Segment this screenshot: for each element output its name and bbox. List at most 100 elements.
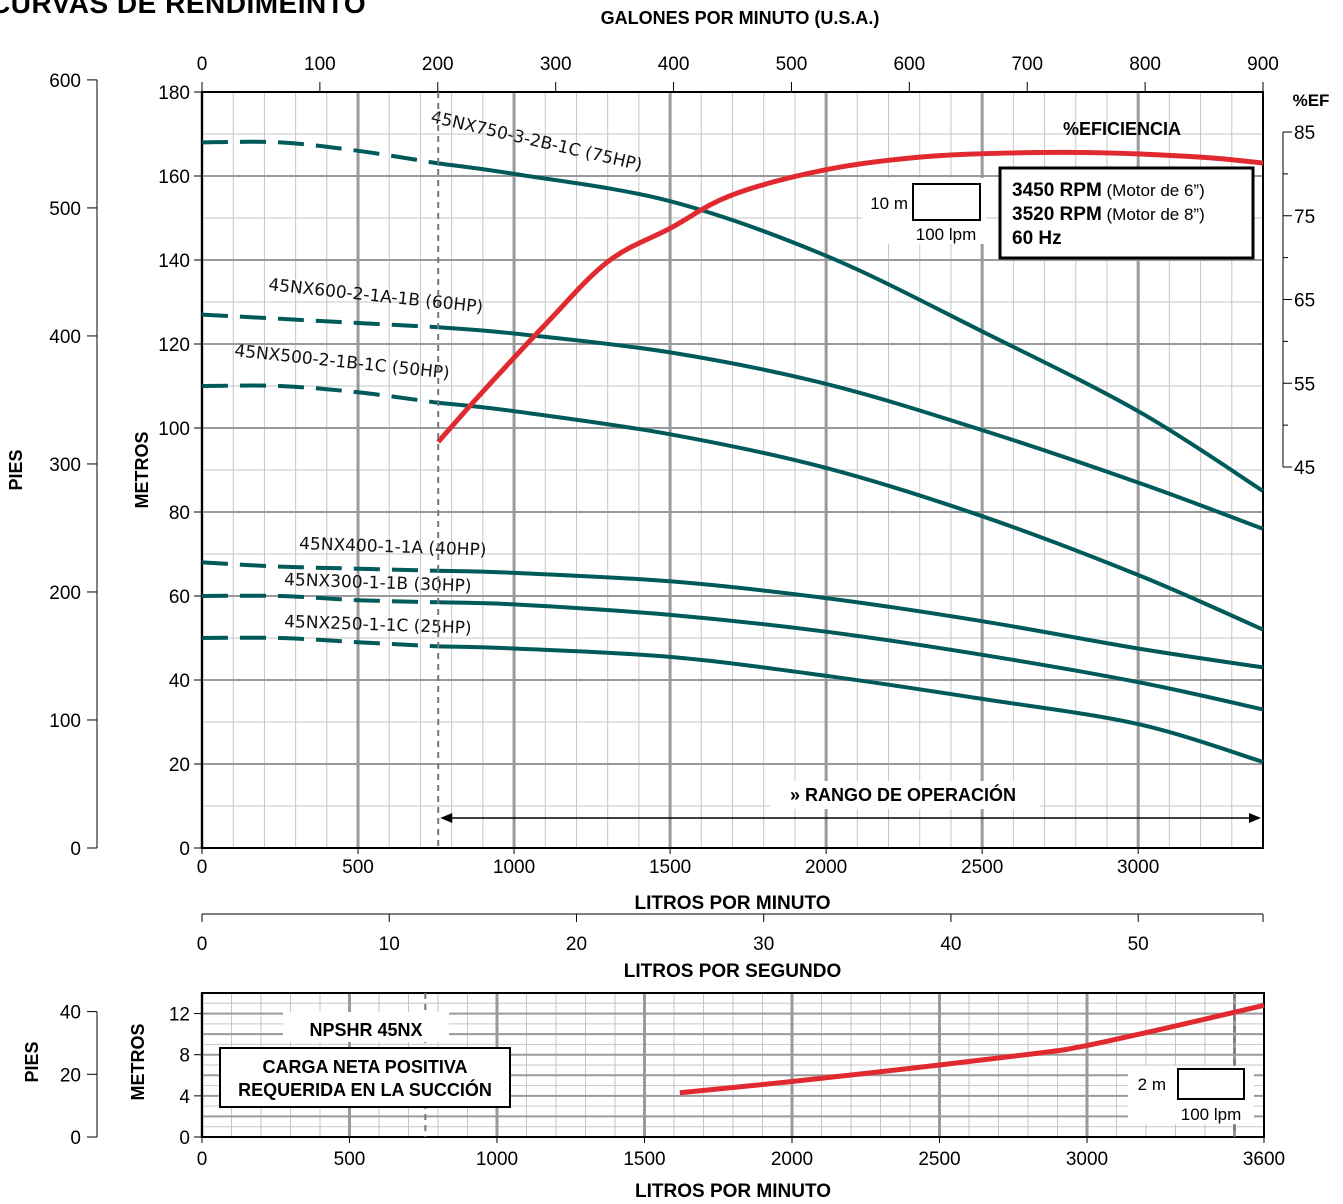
y-tick-label: 60 <box>169 587 190 608</box>
x-tick-label: 2000 <box>771 1149 813 1170</box>
x-tick-label: 0 <box>197 1149 208 1170</box>
eff-tick-label: 45 <box>1294 458 1315 479</box>
feet-axis-label: PIES <box>6 449 26 490</box>
y-axis-label: METROS <box>132 431 152 508</box>
feet-tick-label: 200 <box>49 583 81 604</box>
x-tick-label: 2500 <box>961 857 1003 878</box>
y-tick-label: 8 <box>179 1046 190 1067</box>
x-tick-label: 3600 <box>1243 1149 1285 1170</box>
feet-tick-label: 100 <box>49 711 81 732</box>
feet-tick-label: 500 <box>49 199 81 220</box>
scale-box-width-label: 100 lpm <box>1181 1105 1241 1124</box>
feet-tick-label: 300 <box>49 455 81 476</box>
operating-range-label: » RANGO DE OPERACIÓN <box>790 784 1016 805</box>
feet-tick-label: 600 <box>49 71 81 92</box>
pump-curve-dashed <box>201 383 439 405</box>
main-annotations: » RANGO DE OPERACIÓN 10 m 100 lpm 3450 RPM … <box>437 92 1261 848</box>
lps-tick-label: 20 <box>566 934 587 955</box>
x-tick-label: 3000 <box>1066 1149 1108 1170</box>
y-tick-label: 120 <box>158 335 190 356</box>
spec-line: 3520 RPM (Motor de 8”) <box>1012 204 1205 225</box>
top-tick-label: 0 <box>197 54 208 75</box>
x-tick-label: 2500 <box>918 1149 960 1170</box>
x-tick-label: 500 <box>334 1149 366 1170</box>
x-axis-label: LITROS POR MINUTO <box>635 893 831 914</box>
eff-tick-label: 65 <box>1294 291 1315 312</box>
top-axis-label: GALONES POR MINUTO (U.S.A.) <box>601 8 880 28</box>
spec-line: 60 Hz <box>1012 228 1062 249</box>
eff-axis-label: %EF <box>1293 91 1330 110</box>
x-tick-label: 2000 <box>805 857 847 878</box>
lps-tick-label: 30 <box>753 934 774 955</box>
top-tick-label: 200 <box>422 54 454 75</box>
scale-box <box>1177 1068 1245 1100</box>
x-tick-label: 1000 <box>476 1149 518 1170</box>
x-tick-label: 500 <box>342 857 374 878</box>
scale-box-height-label: 2 m <box>1138 1075 1166 1094</box>
feet-tick-label: 40 <box>60 1003 81 1024</box>
pump-curve-dashed <box>201 593 439 605</box>
npsh-subtitle-box <box>219 1047 511 1108</box>
npsh-title: NPSHR 45NX <box>309 1020 422 1040</box>
x-tick-label: 1500 <box>623 1149 665 1170</box>
lps-tick-label: 40 <box>940 934 961 955</box>
npshr-curve <box>679 1002 1265 1096</box>
npsh-subtitle-line: CARGA NETA POSITIVA <box>262 1057 467 1077</box>
x-tick-label: 0 <box>197 857 208 878</box>
feet-tick-label: 20 <box>60 1065 81 1086</box>
pump-curve-dashed <box>201 139 439 166</box>
top-tick-label: 800 <box>1129 54 1161 75</box>
lps-tick-label: 0 <box>197 934 208 955</box>
x-tick-label: 1500 <box>649 857 691 878</box>
operating-range-arrow-right <box>1249 813 1261 823</box>
npsh-subtitle-line: REQUERIDA EN LA SUCCIÓN <box>238 1079 492 1100</box>
pump-curve <box>438 568 1264 670</box>
y-tick-label: 4 <box>179 1087 190 1108</box>
lps-tick-label: 10 <box>379 934 400 955</box>
pump-curve-dashed <box>201 635 439 649</box>
pump-curve-dashed <box>201 560 439 573</box>
scale-box-width-label: 100 lpm <box>916 225 976 244</box>
scale-box-height-label: 10 m <box>870 194 908 213</box>
top-tick-label: 600 <box>893 54 925 75</box>
top-tick-label: 400 <box>658 54 690 75</box>
feet-tick-label: 0 <box>70 839 81 860</box>
pump-curve <box>437 161 1265 493</box>
efficiency-curve <box>436 149 1264 444</box>
y-axis-label: METROS <box>128 1023 148 1100</box>
main-grid <box>200 91 1264 849</box>
y-tick-label: 0 <box>179 1128 190 1149</box>
feet-tick-label: 400 <box>49 327 81 348</box>
pump-curve <box>438 644 1264 764</box>
scale-box <box>912 183 981 221</box>
eff-tick-label: 75 <box>1294 207 1315 228</box>
npsh-frame <box>201 992 1265 1138</box>
pump-curve-label: 45NX300-1-1B (30HP) <box>284 570 472 597</box>
operating-range-arrow-left <box>440 813 453 823</box>
pump-curve-dashed <box>201 312 439 330</box>
y-tick-label: 160 <box>158 167 190 188</box>
y-tick-label: 100 <box>158 419 190 440</box>
pump-curve <box>438 600 1264 712</box>
x-tick-label: 3000 <box>1117 857 1159 878</box>
plot-frame <box>201 91 1264 849</box>
eff-tick-label: 85 <box>1294 123 1315 144</box>
y-tick-label: 0 <box>179 839 190 860</box>
y-tick-label: 80 <box>169 503 190 524</box>
lps-axis-label: LITROS POR SEGUNDO <box>624 961 841 982</box>
feet-axis-label: PIES <box>22 1041 42 1082</box>
page-title: CURVAS DE RENDIMEINTO <box>0 0 367 19</box>
top-tick-label: 900 <box>1247 54 1279 75</box>
pump-curve <box>438 400 1264 632</box>
feet-tick-label: 0 <box>70 1128 81 1149</box>
top-tick-label: 300 <box>540 54 572 75</box>
y-tick-label: 20 <box>169 755 190 776</box>
x-axis-label: LITROS POR MINUTO <box>635 1181 831 1202</box>
efficiency-label: %EFICIENCIA <box>1063 119 1181 139</box>
spec-line: 3450 RPM (Motor de 6”) <box>1012 180 1205 201</box>
y-tick-label: 12 <box>169 1005 190 1026</box>
pump-curve-label: 45NX250-1-1C (25HP) <box>284 612 472 639</box>
